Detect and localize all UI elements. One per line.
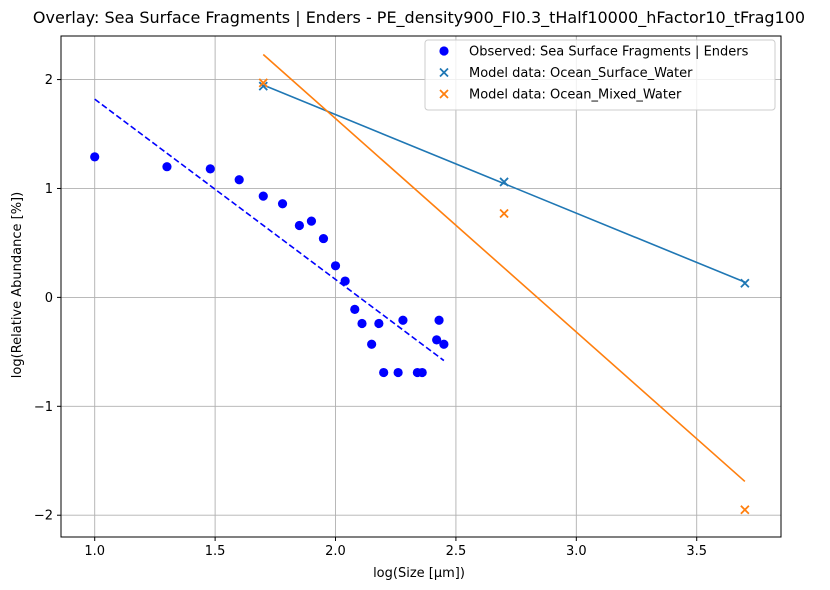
data-point: [499, 177, 509, 187]
legend-marker-stroke: [439, 89, 449, 99]
legend-marker-stroke: [439, 67, 449, 78]
x-tick-label: 2.5: [446, 544, 467, 559]
data-point-stroke: [740, 505, 750, 515]
y-axis-label: log(Relative Abundance [%]): [10, 192, 25, 378]
axis-ticks: 1.0 1.5 2.0 2.5 3.0 3.5 −2 −1 0 1 2: [34, 73, 707, 559]
data-point: [374, 318, 384, 329]
data-point: [350, 304, 360, 314]
data-point: [393, 367, 403, 378]
legend-entry-label: Model data: Ocean_Mixed_Water: [469, 88, 682, 103]
x-axis-label: log(Size [μm]): [373, 566, 465, 581]
data-point-stroke: [740, 278, 750, 288]
y-tick-label: −2: [34, 509, 53, 524]
legend-box: [424, 39, 776, 111]
data-point: [740, 278, 750, 288]
data-points: [90, 78, 750, 515]
data-point: [162, 162, 172, 172]
data-point: [330, 261, 341, 271]
x-tick-label: 2.0: [325, 544, 346, 559]
y-tick-label: 1: [45, 182, 53, 197]
legend-entry-label: Observed: Sea Surface Fragments | Enders: [469, 45, 749, 60]
data-point: [277, 199, 288, 209]
data-point: [340, 276, 350, 286]
data-point-stroke: [499, 208, 509, 219]
y-tick-label: 0: [45, 291, 53, 306]
data-point-stroke: [499, 177, 509, 187]
data-point: [357, 318, 367, 329]
fit-line: [94, 98, 445, 362]
x-tick-label: 3.0: [566, 544, 587, 559]
data-point: [740, 505, 750, 515]
data-point: [398, 315, 408, 325]
legend-marker: [439, 46, 449, 56]
data-point: [258, 78, 268, 88]
data-point: [434, 315, 444, 325]
plot-frame: [60, 35, 782, 538]
data-point-stroke: [258, 81, 268, 91]
data-point: [318, 233, 329, 244]
x-tick-label: 1.5: [205, 544, 226, 559]
legend-entry-label: Model data: Ocean_Surface_Water: [469, 66, 693, 81]
fit-line: [262, 53, 746, 483]
data-point: [294, 220, 304, 231]
fit-lines: [94, 53, 746, 483]
data-point: [367, 339, 377, 349]
legend-marker: [439, 67, 449, 78]
data-point: [417, 367, 427, 378]
data-point: [258, 81, 268, 91]
data-point: [90, 152, 100, 162]
data-point: [306, 216, 317, 226]
data-point: [258, 191, 268, 201]
data-point: [432, 335, 442, 345]
x-tick-label: 1.0: [84, 544, 105, 559]
legend: Observed: Sea Surface Fragments | Enders…: [424, 39, 776, 111]
data-point: [499, 208, 509, 219]
y-tick-label: −1: [34, 400, 53, 415]
data-point: [234, 175, 244, 185]
data-point: [205, 164, 215, 174]
data-point-stroke: [258, 78, 268, 88]
grid: [61, 36, 781, 537]
chart-title: Overlay: Sea Surface Fragments | Enders …: [33, 8, 805, 28]
fit-line: [262, 84, 746, 283]
legend-marker: [439, 89, 449, 99]
y-tick-label: 2: [45, 73, 53, 88]
x-tick-label: 3.5: [686, 544, 707, 559]
data-point: [379, 367, 389, 378]
data-point: [439, 339, 449, 349]
